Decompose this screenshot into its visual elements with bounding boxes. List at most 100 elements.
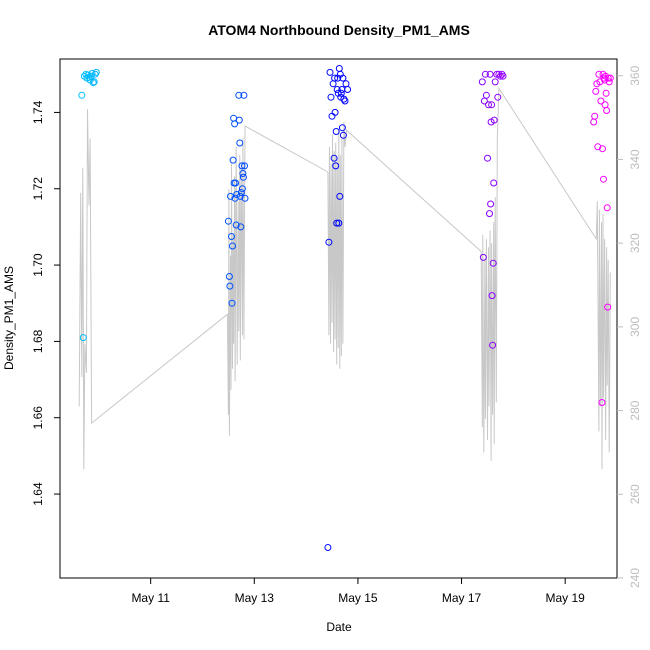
data-point (335, 219, 343, 227)
y2-tick-label: 240 (628, 568, 642, 588)
data-point (604, 74, 612, 82)
data-point (339, 131, 347, 139)
data-point (238, 162, 246, 170)
y-tick-label: 1.64 (31, 482, 45, 506)
data-point (89, 79, 97, 87)
data-point (332, 128, 340, 135)
data-point (494, 93, 502, 101)
data-point (344, 86, 352, 93)
data-point (225, 273, 233, 280)
data-point (594, 143, 602, 151)
data-point (493, 70, 501, 78)
chart-title: ATOM4 Northbound Density_PM1_AMS (208, 22, 470, 38)
data-point (332, 162, 340, 170)
y2-tick-label: 300 (628, 317, 642, 337)
x-tick-label: May 15 (338, 591, 378, 605)
data-point (486, 210, 493, 218)
data-point (487, 200, 495, 208)
y-axis-label: Density_PM1_AMS (2, 266, 16, 370)
data-point (488, 101, 496, 109)
data-point (591, 112, 599, 120)
data-point (490, 116, 498, 124)
data-point (236, 139, 244, 147)
data-point (333, 86, 341, 93)
data-point (237, 223, 245, 231)
data-point (241, 194, 249, 202)
data-point (232, 221, 240, 229)
data-point (592, 87, 600, 95)
data-point (240, 91, 248, 99)
data-point (482, 91, 490, 99)
data-point (90, 78, 98, 86)
x-tick-label: May 17 (442, 591, 482, 605)
data-point (233, 191, 241, 198)
data-point (495, 70, 503, 78)
series-line (78, 86, 611, 470)
y2-tick-label: 340 (628, 149, 642, 169)
data-point (484, 154, 491, 162)
data-point (604, 303, 612, 311)
data-point (333, 219, 341, 227)
data-point (226, 282, 234, 290)
data-point (598, 399, 606, 406)
x-tick-label: May 13 (235, 591, 275, 605)
data-point (331, 108, 339, 116)
data-point (342, 80, 350, 88)
data-point (341, 97, 349, 105)
data-point (326, 68, 334, 76)
data-point (605, 78, 613, 86)
data-point (228, 233, 235, 240)
data-point (599, 145, 606, 153)
data-point (235, 116, 243, 124)
data-point (335, 65, 343, 72)
y-tick-label: 1.68 (31, 329, 45, 353)
data-point (227, 192, 234, 200)
data-point (489, 259, 497, 267)
data-point (232, 179, 240, 187)
data-point (329, 80, 337, 88)
y-tick-label: 1.72 (31, 177, 45, 201)
data-point (339, 74, 347, 82)
data-point (78, 91, 86, 99)
data-point (330, 154, 338, 162)
data-point (79, 334, 87, 342)
data-point (241, 162, 248, 170)
data-point (239, 170, 247, 177)
data-point (490, 179, 498, 187)
data-point (489, 341, 497, 349)
data-point (235, 91, 243, 99)
data-point (478, 78, 486, 86)
data-point (224, 217, 232, 225)
data-point (239, 173, 247, 181)
data-point (236, 192, 244, 200)
data-point (602, 89, 610, 97)
y2-tick-label: 360 (628, 65, 642, 85)
points-layer (78, 65, 614, 551)
data-point (595, 70, 603, 78)
data-point (590, 118, 598, 126)
data-point (479, 253, 487, 261)
y-tick-label: 1.66 (31, 406, 45, 430)
data-point (596, 78, 604, 86)
data-point (327, 93, 335, 101)
data-point (328, 112, 336, 120)
data-point (499, 72, 507, 80)
data-point (336, 192, 344, 200)
data-point (488, 292, 496, 300)
data-point (324, 544, 332, 551)
axis-layer: May 11 May 13 May 15 May 17 May 19 1.64 1.66 1.… (31, 65, 642, 605)
y2-tick-label: 320 (628, 233, 642, 253)
data-point (228, 299, 236, 307)
data-point (603, 204, 611, 212)
x-axis-label: Date (326, 620, 352, 634)
y-tick-label: 1.70 (31, 253, 45, 277)
y2-tick-label: 280 (628, 400, 642, 420)
data-point (229, 242, 236, 250)
data-point (597, 97, 605, 105)
data-point (603, 107, 611, 114)
data-point (491, 78, 499, 86)
plot-frame (59, 58, 618, 579)
data-point (496, 72, 504, 80)
line-layer (78, 86, 611, 470)
